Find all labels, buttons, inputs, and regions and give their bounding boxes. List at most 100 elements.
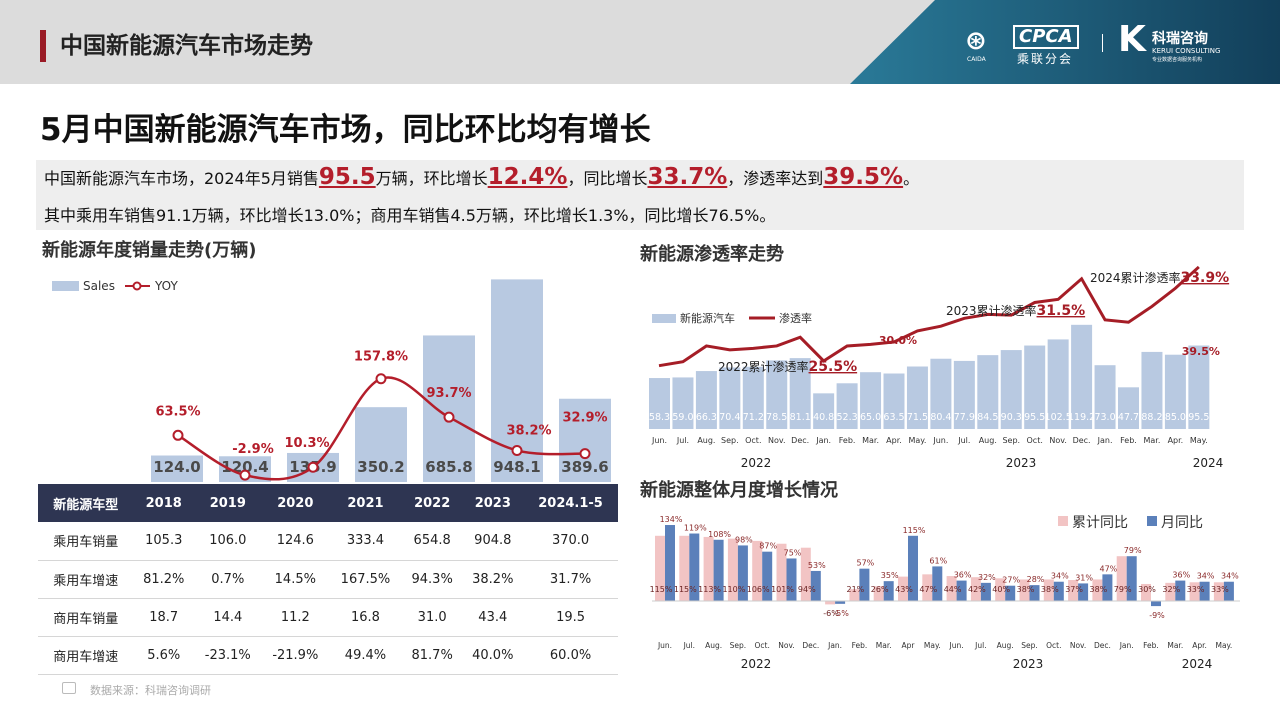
monthly-month-label: Nov.	[1070, 641, 1086, 650]
pen-bar-label: 65.0	[860, 412, 881, 423]
monthly-month-label: May.	[1215, 641, 1232, 650]
monthly-mom-label: 47%	[1100, 564, 1118, 573]
pen-bar	[1188, 345, 1210, 429]
table-cell: 乘用车销量	[38, 522, 134, 561]
monthly-mom-label: 34%	[1197, 572, 1215, 581]
monthly-mom-label: 28%	[1027, 575, 1045, 584]
pen-bar-label: 90.3	[1001, 412, 1022, 423]
cpca-logo-text: CPCA	[1013, 25, 1079, 49]
pen-bar-label: 73.0	[1094, 412, 1115, 423]
data-source: 数据来源：科瑞咨询调研	[90, 684, 211, 697]
table-row: 商用车增速 5.6% -23.1% -21.9% 49.4% 81.7% 40.…	[38, 636, 618, 675]
pen-year-label: 2023	[1006, 456, 1037, 470]
pen-bar-label: 81.1	[790, 412, 811, 423]
pen-rate-label: 30.0%	[879, 334, 917, 347]
monthly-mom-label: 61%	[929, 556, 947, 565]
pen-bar-label: 85.0	[1165, 412, 1186, 423]
penetration-chart-title: 新能源渗透率走势	[640, 244, 784, 265]
monthly-month-label: Dec.	[802, 641, 819, 650]
annual-yoy-label: -2.9%	[232, 442, 273, 457]
headline: 5月中国新能源汽车市场，同比环比均有增长	[40, 112, 651, 148]
pen-bar-label: 78.5	[766, 412, 787, 423]
legend-yoy-label: YOY	[154, 279, 178, 293]
pen-bar-label: 80.4	[930, 412, 951, 423]
table-cell: 14.5%	[261, 560, 330, 599]
monthly-legend-s1-label: 累计同比	[1072, 515, 1128, 531]
monthly-mom-label: 115%	[903, 526, 926, 535]
pen-bar	[695, 371, 717, 429]
kerui-logo-en: KERUI CONSULTING	[1152, 47, 1221, 55]
monthly-cum-bar	[970, 577, 981, 601]
table-header-cell: 2020	[261, 484, 330, 522]
monthly-month-label: Apr.	[1192, 641, 1207, 650]
penetration-chart: 新能源汽车 渗透率 58.3 Jun. 59.0 Jul. 66.3 Aug. 70.4 Sep.…	[649, 265, 1229, 470]
monthly-month-label: Mar.	[876, 641, 892, 650]
monthly-cum-bar	[703, 536, 714, 601]
monthly-month-label: Aug.	[705, 641, 722, 650]
pen-year-label: 2024	[1193, 456, 1224, 470]
monthly-cum-bar	[1092, 579, 1103, 601]
monthly-legend-s1-swatch	[1058, 516, 1068, 526]
monthly-month-label: Oct.	[1046, 641, 1061, 650]
table-cell: -23.1%	[194, 636, 262, 675]
monthly-cum-bar	[922, 574, 933, 601]
table-cell: 31.0	[401, 598, 463, 637]
annual-yoy-label: 157.8%	[354, 350, 408, 365]
table-header-cell: 2022	[401, 484, 463, 522]
pen-legend-bar-label: 新能源汽车	[680, 311, 735, 325]
kerui-logo-name: 科瑞咨询	[1152, 31, 1208, 47]
pen-month-label: Dec.	[791, 436, 809, 445]
table-cell: 654.8	[401, 522, 463, 561]
monthly-cum-bar	[1116, 556, 1127, 601]
pen-month-label: Nov.	[1049, 436, 1067, 445]
monthly-cum-label: 42%	[968, 585, 986, 594]
monthly-month-label: Apr	[902, 641, 916, 650]
pen-bar	[766, 360, 788, 429]
monthly-month-label: May.	[924, 641, 941, 650]
pen-bar	[930, 358, 952, 429]
source-calendar-icon	[62, 682, 76, 694]
pen-month-label: Oct.	[745, 436, 761, 445]
monthly-mom-label: -9%	[1149, 611, 1165, 620]
summary-box: 中国新能源汽车市场，2024年5月销售95.5万辆，环比增长12.4%，同比增长…	[36, 160, 1244, 230]
monthly-cum-bar	[727, 538, 738, 601]
monthly-cum-bar	[800, 547, 811, 601]
annual-yoy-point	[172, 429, 184, 441]
pen-month-label: Jun.	[651, 436, 667, 445]
pen-bar	[836, 383, 858, 429]
logo-divider	[1102, 34, 1103, 52]
table-cell: 124.6	[261, 522, 330, 561]
monthly-cum-label: 79%	[1114, 585, 1132, 594]
monthly-cum-label: 33%	[1187, 585, 1205, 594]
table-cell: 49.4%	[329, 636, 402, 675]
pen-bar-label: 95.5	[1188, 412, 1209, 423]
pen-bar	[1000, 350, 1022, 429]
pen-month-label: Jun.	[932, 436, 948, 445]
annual-sales-chart: SalesYOY124.0120.4135.9350.2685.8948.138…	[52, 279, 611, 482]
table-cell: 19.5	[523, 598, 618, 637]
pen-bar	[649, 378, 670, 429]
pen-month-label: Aug.	[697, 436, 715, 445]
pen-bar	[1024, 345, 1046, 429]
monthly-mom-label: 34%	[1221, 572, 1239, 581]
monthly-mom-bar	[1005, 585, 1016, 601]
table-cell: 43.4	[462, 598, 524, 637]
monthly-month-label: Oct.	[755, 641, 770, 650]
monthly-cum-label: 33%	[1211, 585, 1229, 594]
annual-yoy-label: 10.3%	[284, 436, 329, 451]
table-cell: 38.2%	[462, 560, 524, 599]
table-cell: 94.3%	[401, 560, 463, 599]
pen-month-label: May.	[908, 436, 926, 445]
monthly-mom-label: 34%	[1051, 572, 1069, 581]
monthly-mom-label: 36%	[1172, 571, 1190, 580]
table-cell: 167.5%	[329, 560, 402, 599]
monthly-month-label: Mar.	[1167, 641, 1183, 650]
table-cell: 81.2%	[133, 560, 195, 599]
annual-yoy-label: 38.2%	[506, 423, 551, 438]
annual-yoy-point	[239, 469, 251, 481]
summary-penetration-value: 39.5%	[823, 164, 904, 190]
monthly-cum-label: 115%	[674, 585, 697, 594]
monthly-month-label: Feb.	[852, 641, 868, 650]
monthly-cum-label: 38%	[1017, 585, 1035, 594]
